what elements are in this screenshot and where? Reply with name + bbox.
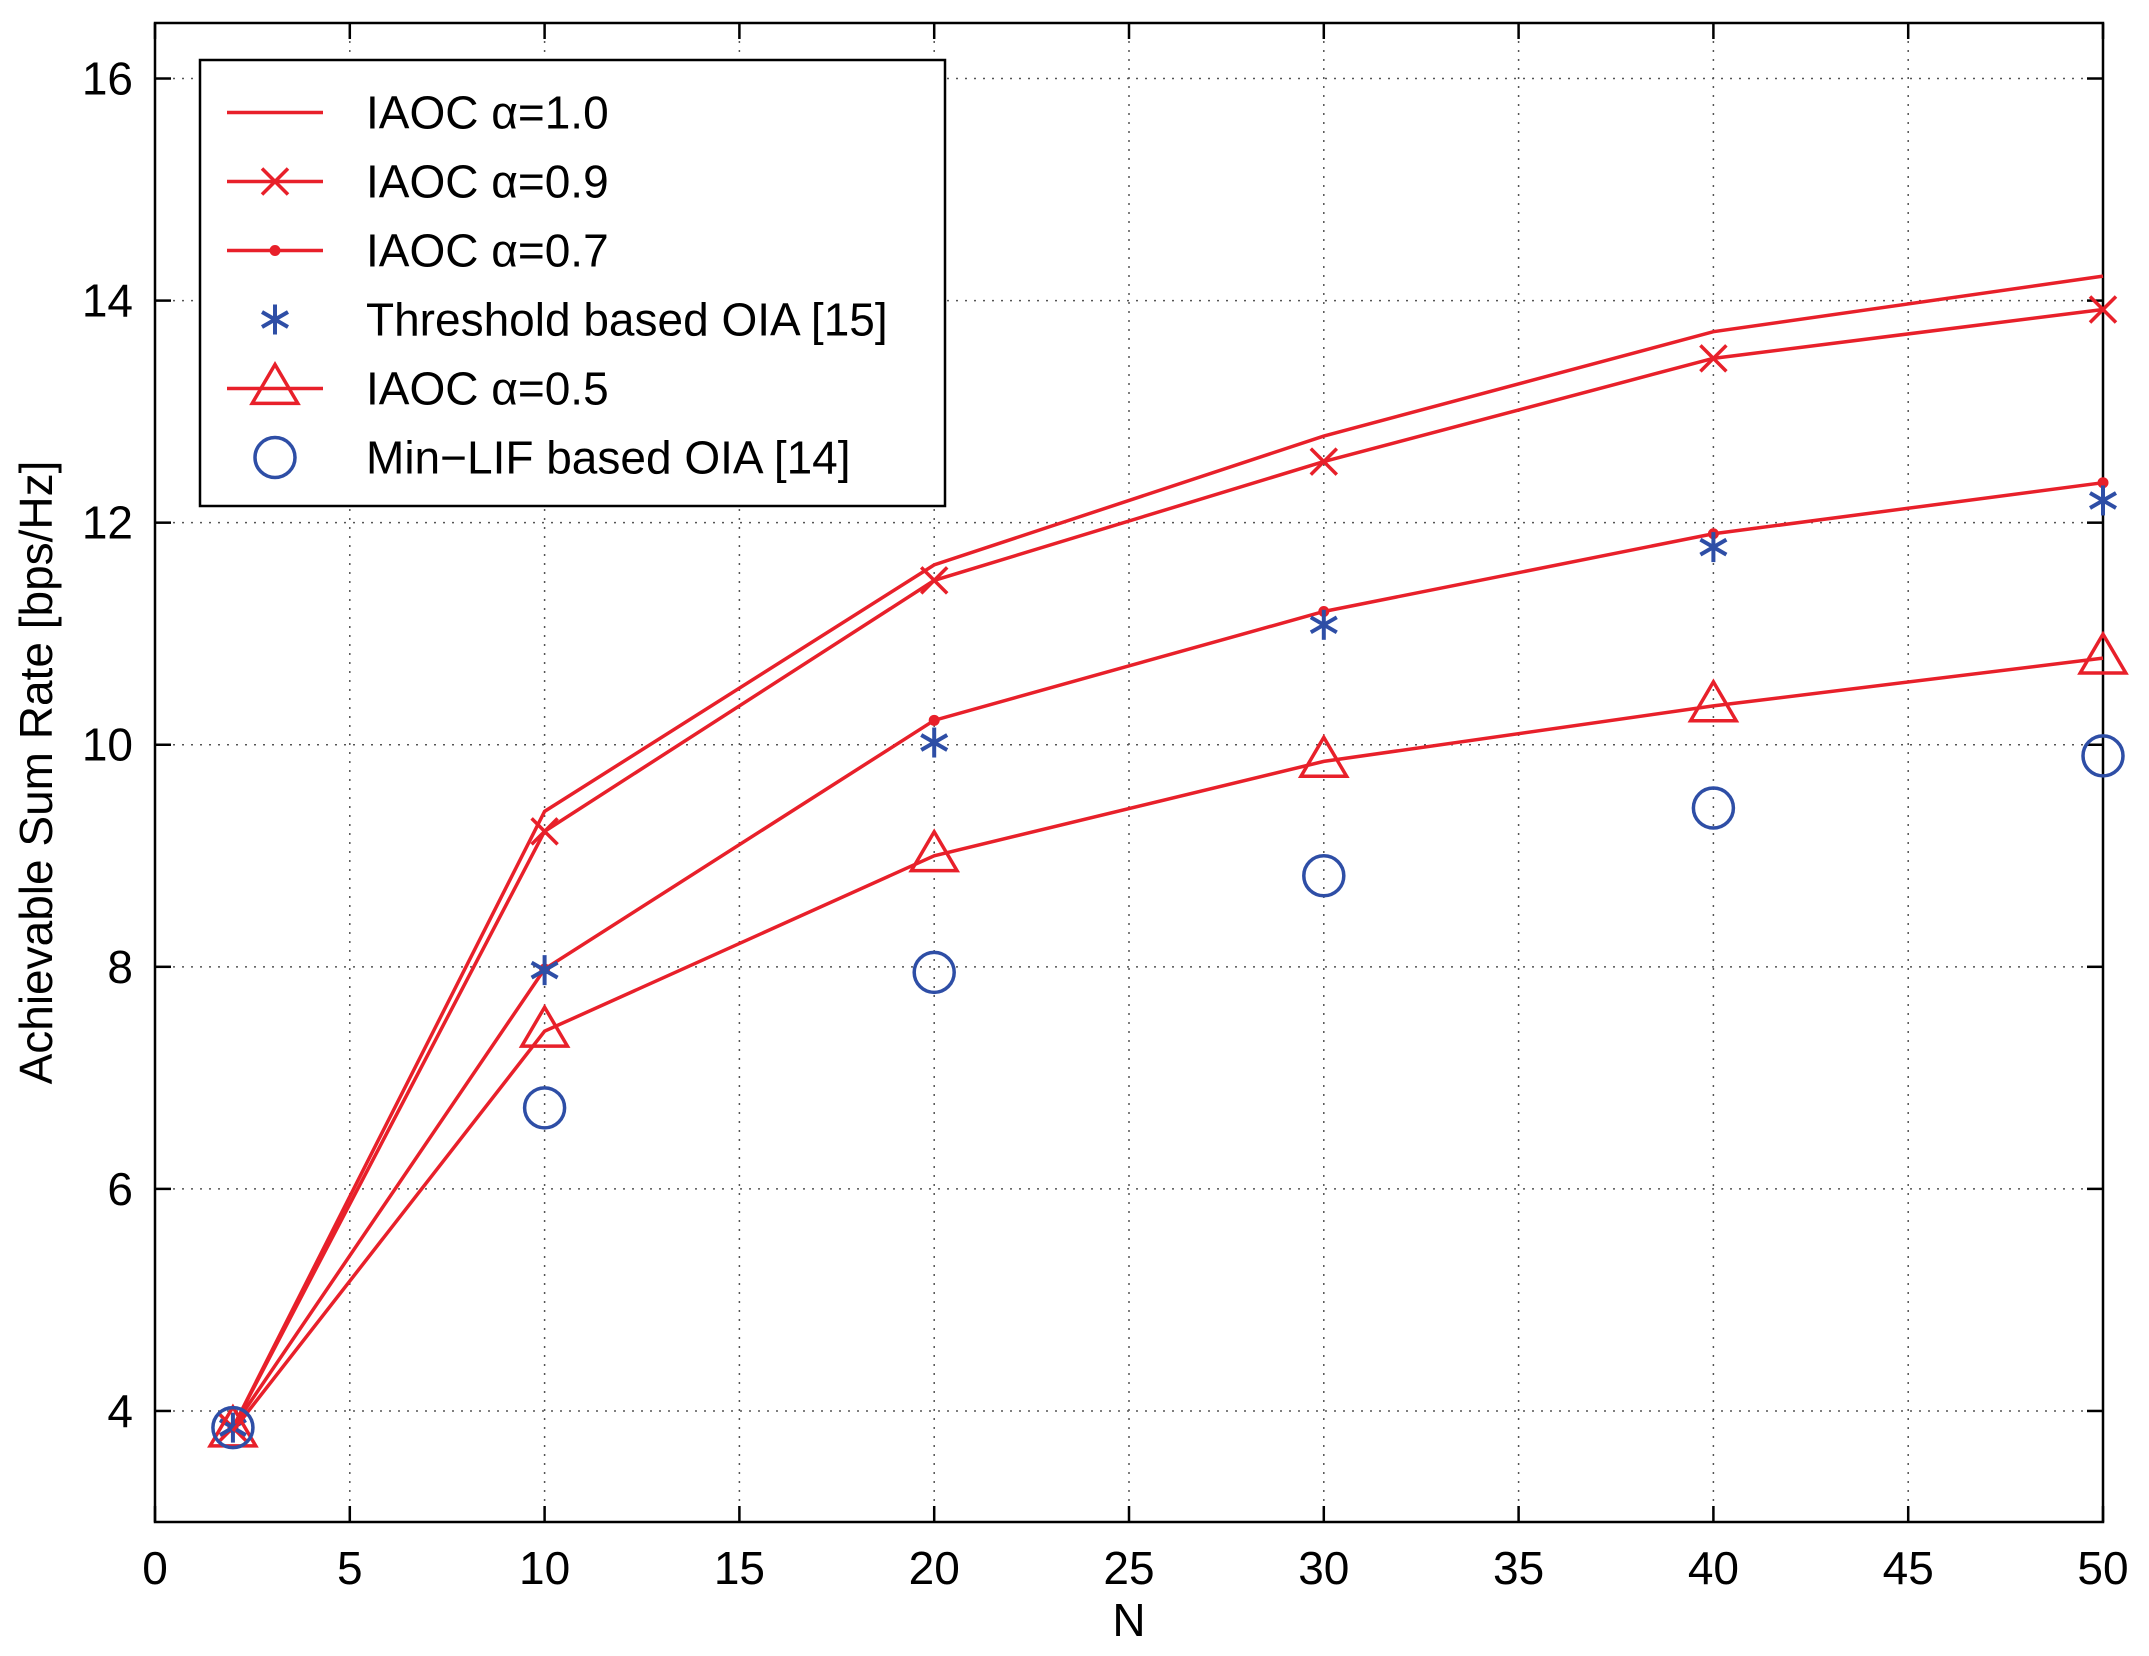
x-marker-stroke	[1699, 344, 1728, 373]
series-0	[231, 274, 2104, 1429]
x-tick-label: 0	[142, 1542, 168, 1594]
data-series	[207, 274, 2129, 1450]
data-point-marker	[2081, 734, 2125, 778]
x-tick-label: 45	[1883, 1542, 1934, 1594]
star-marker-stroke	[2089, 491, 2117, 510]
data-point-marker	[1687, 678, 1740, 723]
legend-marker-sample	[260, 167, 290, 196]
x-marker-stroke	[919, 566, 949, 595]
legend-marker-sample	[249, 361, 301, 406]
legend-label: Min−LIF based OIA [14]	[366, 432, 851, 484]
y-tick-label: 4	[107, 1385, 133, 1437]
y-axis-title: Achievable Sum Rate [bps/Hz]	[10, 461, 62, 1085]
series-line	[231, 274, 2104, 1429]
x-tick-label: 25	[1103, 1542, 1154, 1594]
legend-entry: IAOC α=0.9	[227, 156, 609, 208]
data-point-marker	[928, 714, 940, 726]
data-point-marker	[522, 1086, 567, 1130]
x-marker-stroke	[260, 167, 290, 196]
data-point-marker	[2077, 630, 2129, 675]
legend-entry: IAOC α=1.0	[227, 87, 609, 139]
legend-entry: Threshold based OIA [15]	[261, 294, 888, 346]
legend-label: IAOC α=0.5	[366, 363, 609, 415]
x-tick-label: 15	[714, 1542, 765, 1594]
star-marker-stroke	[1699, 537, 1728, 557]
legend-marker-sample	[253, 435, 297, 480]
data-point-marker	[1691, 786, 1736, 830]
legend-label: Threshold based OIA [15]	[366, 294, 888, 346]
star-marker-stroke	[920, 733, 949, 752]
data-point-marker	[1302, 854, 1346, 898]
data-point-marker	[919, 566, 949, 595]
series-4	[207, 630, 2129, 1448]
data-point-marker	[1699, 532, 1728, 563]
x-tick-label: 10	[519, 1542, 570, 1594]
data-point-marker	[1309, 609, 1338, 640]
y-tick-label: 10	[82, 719, 133, 771]
x-axis-title: N	[1112, 1594, 1145, 1646]
data-point-marker	[920, 727, 949, 758]
x-marker-stroke	[2088, 295, 2118, 324]
y-tick-label: 14	[82, 275, 133, 327]
star-marker-stroke	[1309, 615, 1338, 635]
y-tick-label: 8	[107, 941, 133, 993]
y-tick-label: 6	[107, 1163, 133, 1215]
x-tick-label: 35	[1493, 1542, 1544, 1594]
data-point-marker	[530, 817, 559, 846]
x-tick-label: 40	[1688, 1542, 1739, 1594]
data-point-marker	[530, 955, 559, 986]
legend-marker-sample	[261, 304, 289, 335]
axes: 0 5 10 15 20 25 30 35 40 45 50 4 6 8 10 12 14 16 N Achievab…	[10, 21, 2129, 1646]
x-marker-stroke	[530, 817, 559, 846]
legend-marker-sample	[269, 245, 281, 256]
series-line	[231, 656, 2104, 1433]
data-point-marker	[211, 1405, 255, 1450]
data-point-marker	[1699, 344, 1728, 373]
legend-label: IAOC α=0.9	[366, 156, 609, 208]
data-point-marker	[2089, 485, 2117, 516]
data-point-marker	[207, 1403, 259, 1448]
legend-label: IAOC α=1.0	[366, 87, 609, 139]
data-point-marker	[908, 828, 961, 873]
legend-entry: IAOC α=0.7	[227, 225, 609, 277]
star-marker-stroke	[261, 310, 289, 329]
y-tick-label: 12	[82, 497, 133, 549]
data-point-marker	[2088, 295, 2118, 324]
legend-entry: Min−LIF based OIA [14]	[253, 432, 851, 484]
legend-entry: IAOC α=0.5	[227, 361, 609, 415]
legend: IAOC α=1.0 IAOC α=0.9 IAOC α=0.7 Threshold …	[198, 58, 947, 508]
x-tick-label: 5	[337, 1542, 363, 1594]
x-tick-label: 50	[2077, 1542, 2128, 1594]
star-marker-stroke	[530, 960, 559, 980]
series-line	[231, 307, 2104, 1429]
data-point-marker	[912, 950, 956, 995]
data-point-marker	[1297, 733, 1350, 779]
x-tick-label: 30	[1298, 1542, 1349, 1594]
data-point-marker	[518, 1003, 571, 1048]
x-tick-label: 20	[909, 1542, 960, 1594]
y-tick-label: 16	[82, 53, 133, 105]
data-point-marker	[1309, 447, 1339, 476]
series-line	[231, 480, 2104, 1429]
series-5	[211, 734, 2125, 1450]
x-marker-stroke	[1309, 447, 1339, 476]
legend-box	[198, 58, 947, 508]
legend-label: IAOC α=0.7	[366, 225, 609, 277]
